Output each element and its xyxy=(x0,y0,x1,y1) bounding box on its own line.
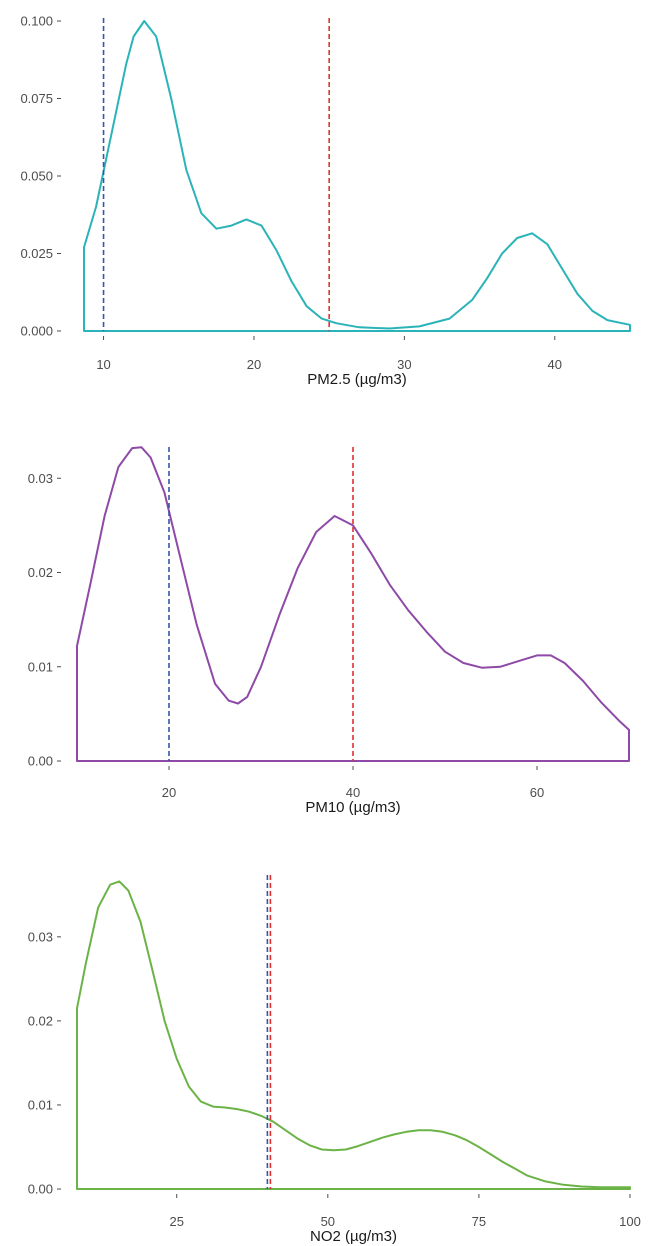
no2-density-curve xyxy=(76,880,631,1190)
pm25-y-tick-label: 0.025 xyxy=(20,246,53,261)
pm25-y-tick-label: 0.100 xyxy=(20,14,53,29)
pm10-x-axis-title: PM10 (µg/m3) xyxy=(305,799,400,816)
pm25-x-tick-label: 10 xyxy=(96,357,110,372)
pm25-y-tick-label: 0.075 xyxy=(20,91,53,106)
pm25-density-curve xyxy=(83,20,631,332)
no2-x-tick-label: 75 xyxy=(472,1214,486,1229)
pm10-y-tick-label: 0.00 xyxy=(28,754,53,769)
no2-x-tick-label: 100 xyxy=(619,1214,641,1229)
no2-y-tick-label: 0.00 xyxy=(28,1182,53,1197)
pm25-density-panel: 0.000 0.025 0.050 0.075 0.100 10 20 30 40 PM2.5 (… xyxy=(20,14,631,388)
no2-y-tick-label: 0.01 xyxy=(28,1097,53,1112)
no2-x-axis-title: NO2 (µg/m3) xyxy=(310,1228,397,1245)
pm25-x-tick-label: 40 xyxy=(548,357,562,372)
pm10-x-tick-label: 60 xyxy=(530,785,544,800)
no2-x-tick-label: 25 xyxy=(169,1214,183,1229)
pm10-density-curve xyxy=(76,446,630,762)
no2-x-tick-label: 50 xyxy=(321,1214,335,1229)
no2-y-tick-label: 0.03 xyxy=(28,929,53,944)
pm25-y-tick-label: 0.050 xyxy=(20,169,53,184)
pm10-density-panel: 0.00 0.01 0.02 0.03 20 40 60 PM10 (µg/m3) xyxy=(28,446,630,816)
pm10-y-tick-label: 0.01 xyxy=(28,659,53,674)
pm25-y-tick-label: 0.000 xyxy=(20,324,53,339)
pm10-x-tick-label: 20 xyxy=(162,785,176,800)
pm10-y-tick-label: 0.02 xyxy=(28,565,53,580)
pm25-x-tick-label: 30 xyxy=(397,357,411,372)
pm10-y-tick-label: 0.03 xyxy=(28,471,53,486)
pm25-x-axis-title: PM2.5 (µg/m3) xyxy=(307,371,407,388)
no2-y-tick-label: 0.02 xyxy=(28,1013,53,1028)
pm25-x-tick-label: 20 xyxy=(247,357,261,372)
no2-density-panel: 0.00 0.01 0.02 0.03 25 50 75 100 NO2 (µg/m3) xyxy=(28,875,641,1245)
pm10-x-tick-label: 40 xyxy=(346,785,360,800)
